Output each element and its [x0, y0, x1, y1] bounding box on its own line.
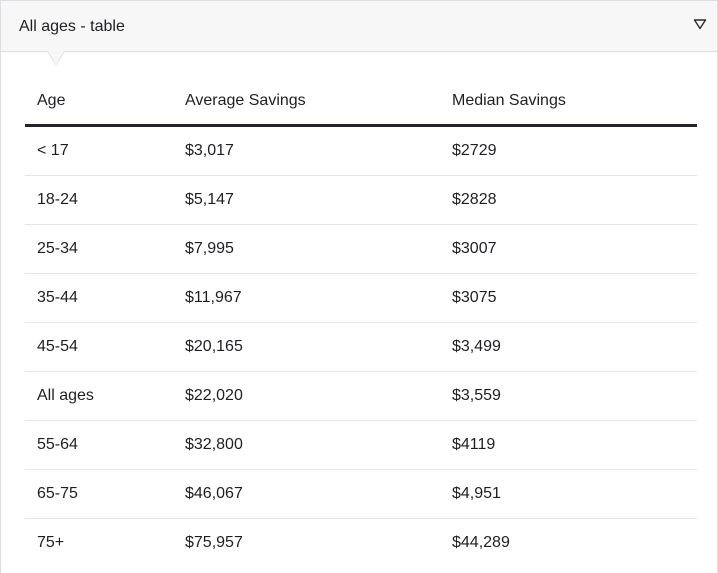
cell-age: 75+	[37, 534, 65, 551]
cell-average-savings: $11,967	[173, 273, 440, 323]
cell-average-savings: $32,800	[173, 420, 440, 470]
cell-age: 25-34	[25, 224, 173, 274]
table-header-row: Age Average Savings Median Savings	[25, 77, 697, 127]
triangle-down-icon	[693, 19, 707, 30]
view-selector-dropdown[interactable]: All ages - table	[1, 1, 717, 52]
cell-age: 45-54	[25, 322, 173, 372]
table-row: 18-24 $5,147 $2828	[25, 175, 697, 225]
cell-age: < 17	[25, 125, 173, 176]
cell-average-savings: $75,957	[185, 534, 243, 551]
cell-median-savings: $3,559	[440, 371, 697, 421]
table-row: 25-34 $7,995 $3007	[25, 224, 697, 274]
cell-age: 65-75	[25, 469, 173, 519]
cell-median-savings: $3,499	[440, 322, 697, 372]
table-row: 35-44 $11,967 $3075	[25, 273, 697, 323]
cell-age: 35-44	[25, 273, 173, 323]
cell-age: All ages	[25, 371, 173, 421]
column-header-average-savings: Average Savings	[173, 77, 440, 127]
table-row: < 17 $3,017 $2729	[25, 125, 697, 176]
cell-median-savings: $4119	[440, 420, 697, 470]
table-row: 75+ $75,957 $44,289	[25, 519, 697, 568]
cell-median-savings: $3075	[440, 273, 697, 323]
cell-median-savings: $4,951	[440, 469, 697, 519]
view-selector-label: All ages - table	[19, 18, 125, 35]
table-row: All ages $22,020 $3,559	[25, 371, 697, 421]
cell-median-savings: $2729	[440, 125, 697, 176]
column-header-median-savings: Median Savings	[440, 77, 697, 127]
table-row: 45-54 $20,165 $3,499	[25, 322, 697, 372]
cell-average-savings: $7,995	[173, 224, 440, 274]
cell-age: 55-64	[25, 420, 173, 470]
cell-average-savings: $20,165	[173, 322, 440, 372]
cell-median-savings: $44,289	[452, 534, 510, 551]
cell-average-savings: $46,067	[173, 469, 440, 519]
savings-table: Age Average Savings Median Savings < 17 …	[25, 77, 697, 567]
cell-median-savings: $2828	[440, 175, 697, 225]
cell-average-savings: $3,017	[173, 125, 440, 176]
table-row: 65-75 $46,067 $4,951	[25, 469, 697, 519]
cell-average-savings: $22,020	[173, 371, 440, 421]
cell-age: 18-24	[25, 175, 173, 225]
cell-median-savings: $3007	[440, 224, 697, 274]
column-header-age: Age	[25, 77, 173, 127]
table-row: 55-64 $32,800 $4119	[25, 420, 697, 470]
cell-average-savings: $5,147	[173, 175, 440, 225]
